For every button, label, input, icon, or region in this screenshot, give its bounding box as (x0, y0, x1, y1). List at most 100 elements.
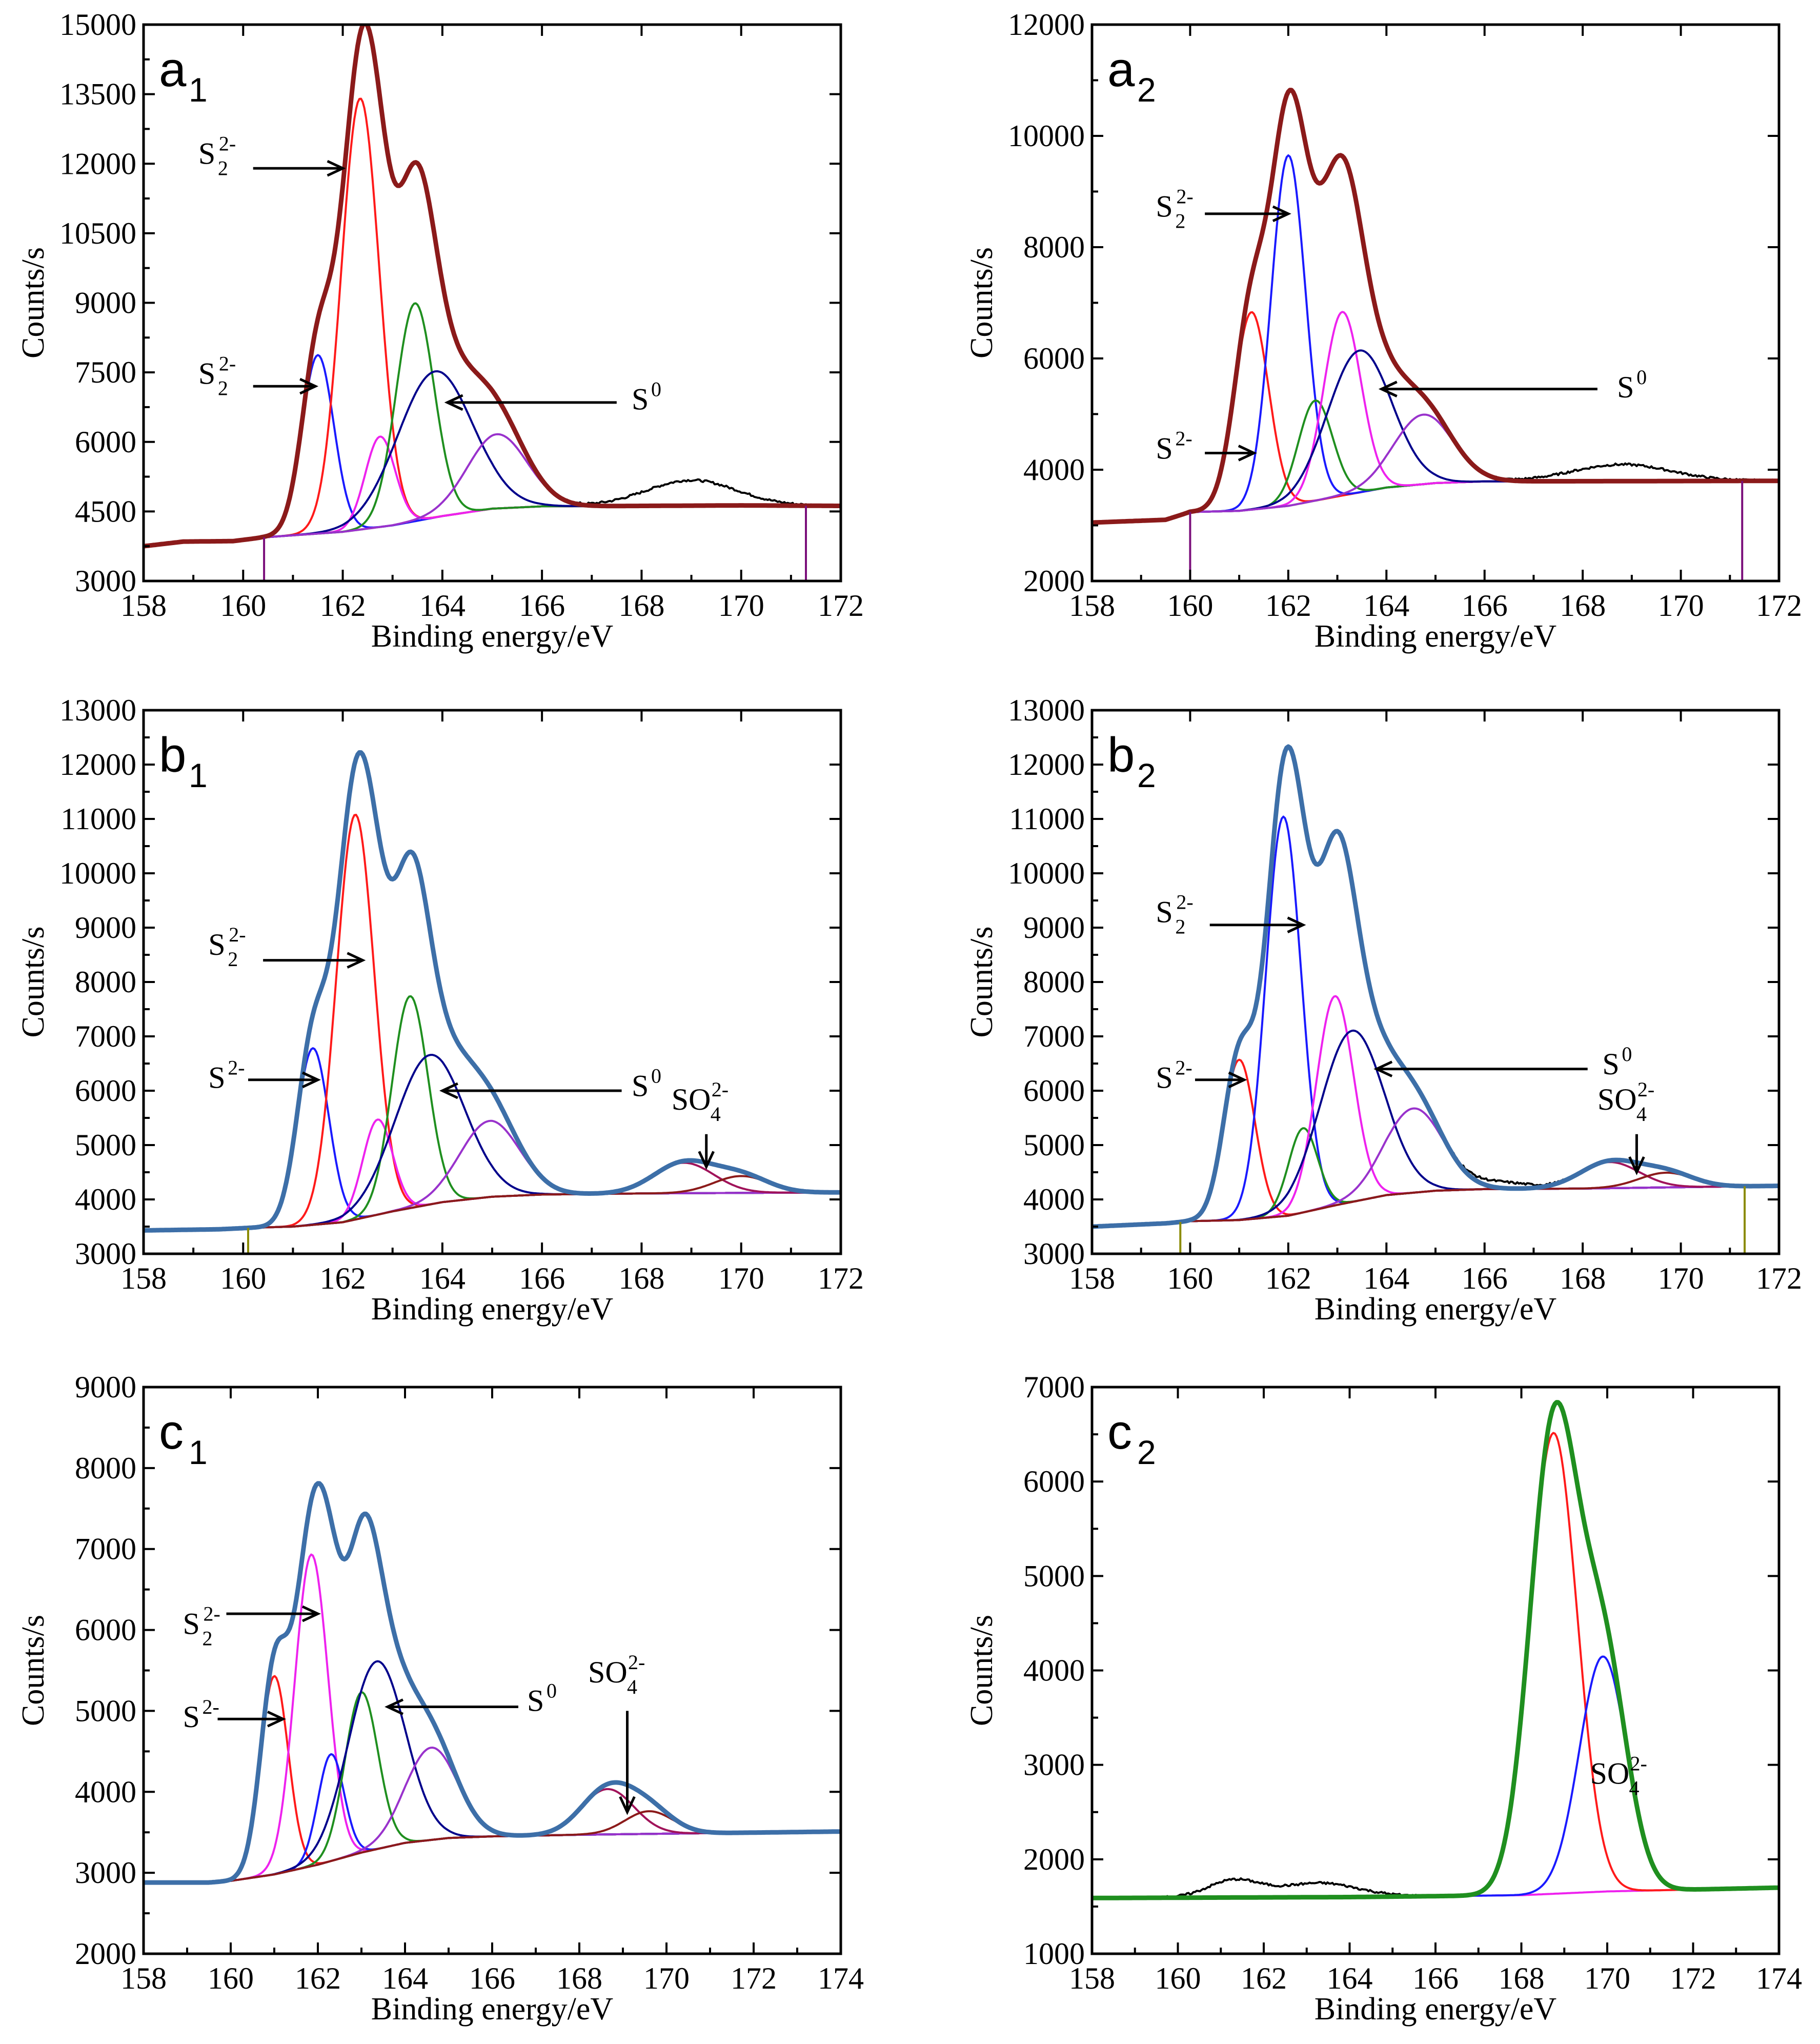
component-peak-5 (1092, 413, 1779, 524)
annotation-species: S (1156, 189, 1172, 223)
x-tick-label: 164 (1363, 589, 1409, 623)
y-tick-label: 13500 (59, 77, 136, 111)
annotation-arrowhead (444, 394, 463, 411)
y-tick-label: 6000 (75, 425, 136, 459)
y-tick-label: 15000 (59, 8, 136, 42)
x-axis-title: Binding energy/eV (1315, 619, 1557, 654)
annotation-subscript: 2 (228, 948, 238, 971)
y-tick-label: 3000 (75, 1856, 136, 1890)
panel-label-subscript: 2 (1137, 756, 1156, 794)
x-tick-label: 170 (718, 1261, 764, 1295)
annotation-superscript: 0 (651, 1065, 661, 1088)
x-tick-label: 164 (1363, 1261, 1409, 1295)
panel-label-subscript: 1 (189, 756, 208, 794)
x-tick-label: 158 (1069, 1261, 1115, 1295)
y-tick-label: 12000 (1008, 8, 1085, 42)
annotation-superscript: 0 (1622, 1043, 1632, 1066)
peak-annotation-3: SO 42- (588, 1651, 645, 1815)
x-axis-title: Binding energy/eV (371, 619, 614, 654)
annotation-subscript: 2 (1175, 915, 1185, 938)
x-tick-label: 158 (1069, 1961, 1115, 1995)
panel-label-subscript: 2 (1137, 71, 1156, 109)
x-tick-label: 170 (718, 589, 764, 623)
annotation-superscript: 2- (229, 923, 246, 946)
plot-area (144, 1481, 841, 1885)
component-peak-1 (144, 97, 841, 548)
y-tick-label: 9000 (75, 1370, 136, 1404)
annotation-superscript: 2- (203, 1695, 219, 1718)
x-tick-label: 168 (556, 1961, 602, 1995)
x-tick-label: 166 (1412, 1961, 1459, 1995)
annotation-species: S (183, 1607, 200, 1640)
y-tick-label: 4000 (1023, 453, 1085, 487)
annotation-species: S (183, 1700, 200, 1734)
x-tick-label: 164 (382, 1961, 428, 1995)
annotation-superscript: 0 (651, 377, 661, 400)
x-tick-label: 158 (120, 589, 167, 623)
y-tick-label: 11000 (60, 802, 136, 836)
x-tick-label: 172 (1756, 1261, 1802, 1295)
component-peak-3 (1092, 311, 1779, 524)
annotation-superscript: 2- (1637, 1078, 1654, 1101)
peak-annotation-3: SO 42- (672, 1078, 729, 1170)
fit-envelope (1092, 88, 1779, 525)
x-tick-label: 166 (1462, 1261, 1508, 1295)
annotation-arrowhead (1373, 1060, 1393, 1077)
x-tick-label: 162 (1265, 1261, 1311, 1295)
annotation-superscript: 2- (204, 1602, 220, 1625)
background-line (144, 1191, 841, 1232)
y-tick-label: 7000 (1023, 1370, 1085, 1404)
annotation-subscript: 4 (1629, 1777, 1640, 1800)
annotation-superscript: 2- (712, 1078, 729, 1101)
peak-annotation-1: S 22- (198, 352, 319, 400)
annotation-species: S (1602, 1047, 1619, 1081)
annotation-superscript: 2- (1176, 890, 1193, 913)
x-tick-label: 162 (1241, 1961, 1287, 1995)
x-tick-label: 170 (1658, 1261, 1704, 1295)
peak-annotation-1: S 2- (1156, 1056, 1247, 1095)
annotation-arrowhead (698, 1151, 715, 1170)
y-tick-label: 3000 (75, 564, 136, 598)
y-tick-label: 13000 (59, 693, 136, 727)
panel-label-subscript: 2 (1137, 1433, 1156, 1471)
peak-annotation-1: S 2- (208, 1056, 321, 1095)
x-tick-label: 168 (1499, 1961, 1545, 1995)
y-tick-label: 2000 (75, 1937, 136, 1971)
x-tick-label: 168 (1560, 589, 1606, 623)
fit-envelope (144, 750, 841, 1233)
component-peak-0 (1092, 1058, 1779, 1228)
fit-envelope (144, 1481, 841, 1885)
y-tick-label: 6000 (1023, 1465, 1085, 1498)
annotation-species: S (527, 1684, 544, 1717)
y-tick-label: 1000 (1023, 1937, 1085, 1971)
y-tick-label: 12000 (1008, 748, 1085, 781)
y-axis-title: Counts/s (16, 926, 51, 1037)
annotation-arrowhead (267, 1710, 286, 1728)
annotation-arrowhead (301, 1071, 321, 1089)
annotation-superscript: 2- (1175, 427, 1192, 450)
y-tick-label: 10000 (1008, 119, 1085, 153)
x-tick-label: 174 (818, 1961, 864, 1995)
y-tick-label: 9000 (75, 286, 136, 320)
y-tick-label: 10500 (59, 216, 136, 250)
annotation-subscript: 4 (711, 1103, 721, 1126)
y-tick-label: 8000 (75, 1451, 136, 1485)
x-axis-title: Binding energy/eV (371, 1292, 614, 1327)
raw-spectrum (1092, 745, 1779, 1228)
x-tick-label: 158 (120, 1261, 167, 1295)
y-tick-label: 6000 (75, 1074, 136, 1108)
x-tick-label: 162 (1265, 589, 1311, 623)
axis-frame (142, 709, 842, 1255)
component-peak-3 (144, 302, 841, 548)
panel-label: c (159, 1405, 184, 1459)
x-axis-title: Binding energy/eV (1315, 1992, 1557, 2027)
y-tick-label: 5000 (75, 1694, 136, 1728)
raw-spectrum (1092, 88, 1779, 524)
annotation-arrowhead (1228, 1071, 1247, 1089)
annotation-arrowhead (1272, 205, 1291, 223)
y-tick-label: 4000 (1023, 1183, 1085, 1216)
y-tick-label: 9000 (75, 911, 136, 945)
component-peak-1 (1092, 1655, 1779, 1899)
panel-label: a (1107, 42, 1135, 97)
